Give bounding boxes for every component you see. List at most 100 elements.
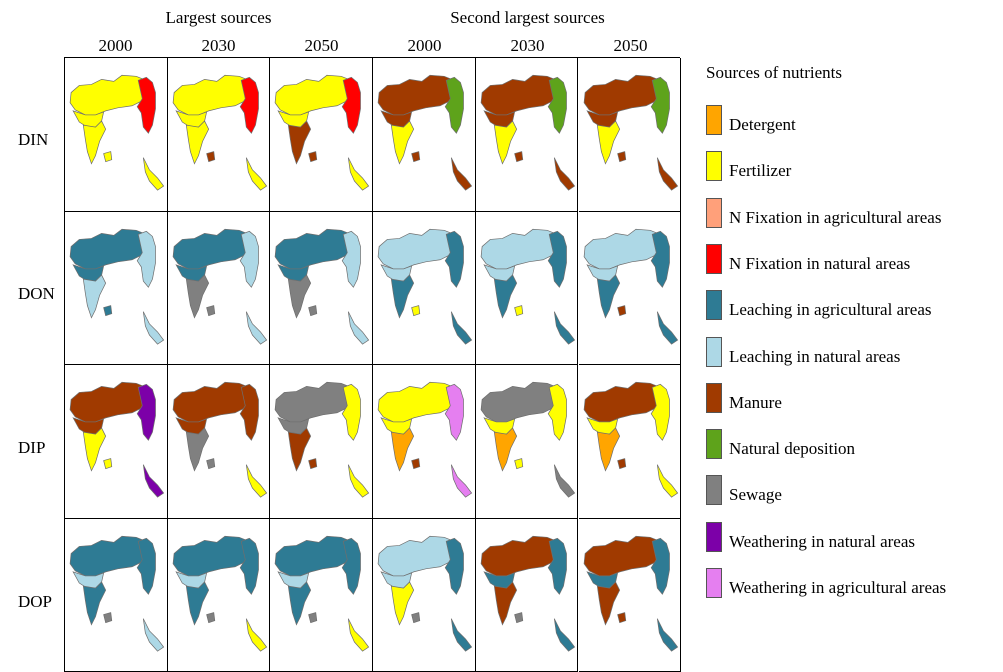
map-cell (65, 365, 168, 519)
row-label-dop: DOP (18, 592, 53, 611)
map-region-spot (616, 611, 626, 623)
swatch-nfix-agri (706, 197, 722, 228)
legend-item-label: Weathering in natural areas (729, 531, 916, 551)
region-map (172, 535, 267, 652)
map-cell (578, 211, 682, 365)
legend-item-label: Detergent (729, 115, 796, 134)
region-map (583, 74, 678, 191)
map-grid (64, 57, 682, 672)
map-region-island (245, 157, 267, 191)
map-region-east (239, 76, 259, 134)
map-region-east (444, 230, 464, 288)
legend-item-label: Leaching in agricultural areas (729, 300, 932, 320)
map-region-south (82, 427, 107, 472)
map-region-spot (411, 611, 421, 623)
map-region-spot (514, 458, 523, 470)
region-map (172, 74, 267, 191)
map-region-south (185, 427, 209, 472)
map-region-island (348, 310, 370, 345)
year-header: 2000 (98, 36, 133, 55)
map-cell (167, 518, 271, 672)
swatch-leach-agri (706, 290, 722, 321)
swatch-leach-natural (706, 336, 722, 367)
region-map (275, 74, 370, 191)
map-region-island (245, 310, 267, 345)
row-label-dip: DIP (18, 438, 46, 457)
map-region-south (185, 273, 209, 319)
map-region-island (656, 464, 678, 498)
map-region-island (553, 310, 575, 345)
map-region-south (288, 273, 312, 319)
map-region-island (553, 617, 575, 652)
swatch-manure (706, 382, 722, 413)
region-map (583, 381, 678, 498)
year-header: 2050 (613, 36, 648, 55)
map-region-east (342, 537, 362, 595)
map-region-south (493, 120, 517, 165)
map-region-island (451, 464, 473, 498)
region-map (377, 535, 473, 652)
map-cell (475, 211, 579, 365)
region-map (480, 74, 575, 191)
map-region-spot (205, 611, 215, 623)
map-region-spot (205, 151, 215, 163)
map-region-south (596, 273, 620, 319)
legend-item-label: Weathering in agricultural areas (729, 578, 947, 597)
map-region-island (348, 157, 370, 191)
map-region-east (650, 383, 670, 441)
region-map (377, 74, 473, 191)
map-region-spot (308, 458, 318, 470)
map-cell (167, 58, 271, 212)
map-region-east (444, 76, 464, 134)
map-cell (270, 518, 374, 672)
map-region-east (547, 230, 567, 288)
map-region-spot (616, 458, 626, 470)
row-label-din: DIN (18, 130, 49, 149)
region-map (377, 381, 473, 498)
legend-title: Sources of nutrients (706, 63, 842, 82)
map-region-east (136, 76, 156, 134)
map-region-east (342, 383, 362, 441)
map-region-spot (103, 151, 113, 163)
map-region-east (239, 230, 259, 288)
swatch-natdep (706, 429, 722, 460)
map-region-spot (103, 458, 113, 470)
header-second-largest-sources: Second largest sources (450, 8, 605, 27)
map-region-island (142, 157, 165, 191)
swatch-detergent (706, 105, 722, 135)
map-region-south (82, 580, 107, 626)
region-map (69, 228, 165, 345)
legend-item-label: Natural deposition (729, 439, 856, 459)
map-region-east (444, 383, 464, 441)
map-cell (65, 211, 168, 365)
map-region-south (596, 427, 620, 472)
map-region-south (82, 273, 107, 319)
map-region-east (136, 537, 156, 595)
map-cell (578, 518, 682, 672)
map-region-island (142, 617, 165, 652)
map-region-east (650, 76, 670, 134)
map-region-south (390, 120, 415, 165)
map-region-south (596, 580, 620, 626)
map-region-spot (514, 304, 523, 316)
map-region-spot (205, 304, 215, 316)
map-region-island (451, 310, 473, 345)
map-cell (373, 518, 476, 672)
map-region-island (348, 464, 370, 498)
map-region-spot (616, 151, 626, 163)
map-region-east (342, 230, 362, 288)
map-region-spot (205, 458, 215, 470)
legend-item-label: N Fixation in agricultural areas (729, 207, 942, 227)
map-region-south (82, 120, 107, 165)
map-region-south (390, 273, 415, 319)
year-header: 2030 (201, 36, 236, 55)
map-region-south (493, 273, 517, 319)
map-region-spot (308, 611, 318, 623)
map-region-east (547, 383, 567, 441)
region-map (275, 381, 370, 498)
region-map (172, 228, 267, 345)
map-region-spot (308, 151, 318, 163)
map-region-island (656, 310, 678, 345)
map-region-island (656, 157, 678, 191)
map-region-island (553, 157, 575, 191)
